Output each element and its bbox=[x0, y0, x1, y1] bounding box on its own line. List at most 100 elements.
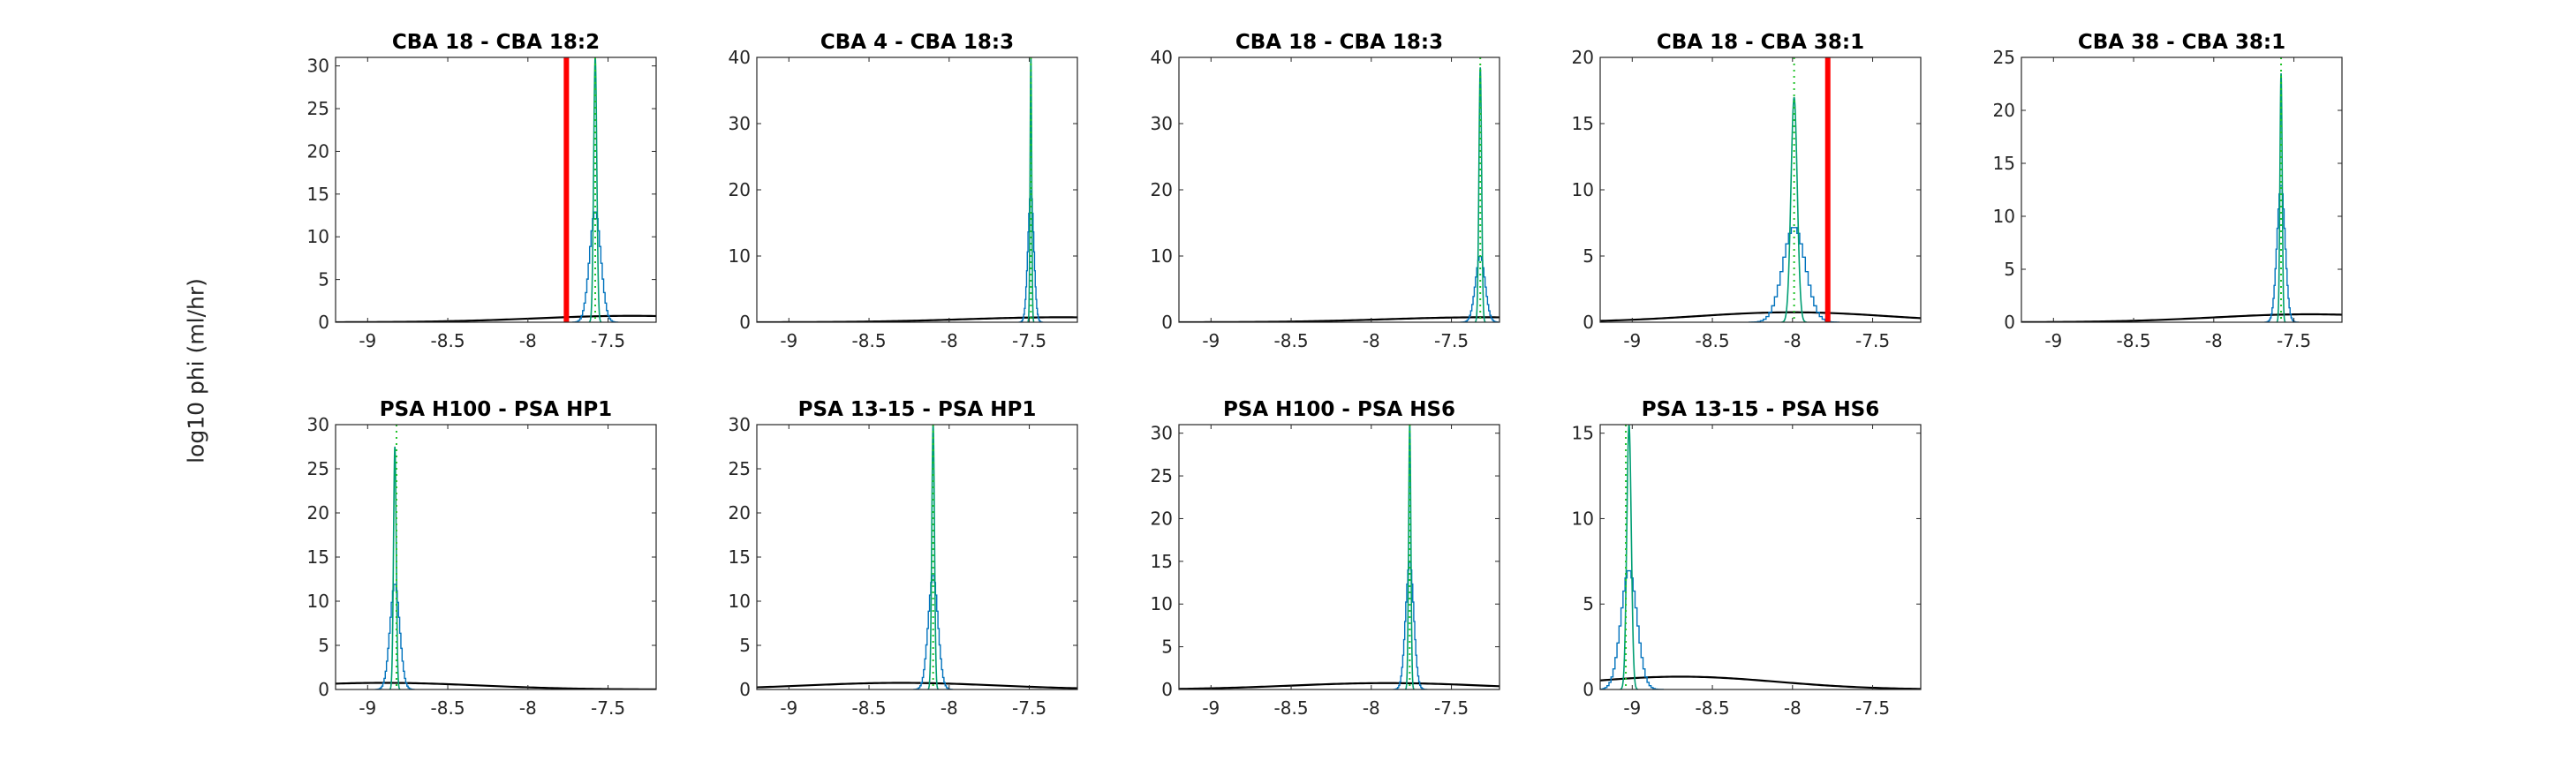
subplot-title: CBA 18 - CBA 18:2 bbox=[392, 31, 600, 54]
x-tick-label: -9 bbox=[1623, 697, 1641, 719]
y-tick-label: 30 bbox=[729, 113, 751, 134]
x-tick-label: -9 bbox=[1202, 697, 1220, 719]
x-tick-label: -7.5 bbox=[591, 330, 625, 351]
y-tick-label: 25 bbox=[307, 98, 329, 119]
y-tick-label: 20 bbox=[1993, 100, 2015, 121]
y-tick-label: 10 bbox=[1151, 245, 1173, 267]
y-tick-label: 10 bbox=[1572, 508, 1594, 529]
plot-data bbox=[2021, 57, 2342, 322]
axes-box bbox=[2021, 57, 2343, 323]
y-tick-label: 5 bbox=[1583, 245, 1594, 267]
y-tick-label: 30 bbox=[729, 414, 751, 435]
histogram-series bbox=[913, 575, 954, 689]
axes-box bbox=[1178, 424, 1500, 690]
x-tick-label: -8.5 bbox=[1274, 697, 1309, 719]
y-tick-label: 15 bbox=[729, 546, 751, 568]
y-tick-label: 10 bbox=[307, 591, 329, 612]
subplot-7: PSA 13-15 - PSA HP1 -9 -8.5 -8 -7.5 0 5 10 15 20 2… bbox=[729, 398, 1078, 719]
plot-data bbox=[1600, 57, 1921, 322]
posterior-spike bbox=[927, 425, 940, 689]
axes-box bbox=[1599, 424, 1922, 690]
posterior-spike bbox=[588, 57, 602, 322]
subplot-3: CBA 18 - CBA 18:3 -9 -8.5 -8 -7.5 0 10 20 30 40 bbox=[1151, 31, 1500, 351]
posterior-spike bbox=[389, 446, 401, 689]
y-tick-label: 0 bbox=[318, 679, 329, 700]
plot-data bbox=[1179, 425, 1500, 689]
prior-curve bbox=[1179, 682, 1500, 689]
y-tick-label: 0 bbox=[2004, 312, 2015, 333]
y-tick-label: 20 bbox=[307, 502, 329, 524]
y-tick-label: 15 bbox=[1151, 551, 1173, 572]
y-tick-label: 10 bbox=[307, 226, 329, 247]
x-tick-label: -7.5 bbox=[1434, 697, 1469, 719]
histogram-series bbox=[374, 584, 415, 689]
x-tick-label: -8 bbox=[2205, 330, 2223, 351]
x-tick-label: -8 bbox=[1784, 330, 1802, 351]
subplot-title: PSA 13-15 - PSA HP1 bbox=[798, 398, 1037, 421]
plot-data bbox=[757, 425, 1077, 689]
x-tick-label: -9 bbox=[1623, 330, 1641, 351]
y-tick-label: 5 bbox=[1161, 637, 1173, 658]
plot-data bbox=[757, 57, 1077, 322]
subplot-title: PSA 13-15 - PSA HS6 bbox=[1642, 398, 1879, 421]
y-axis-label: log10 phi (ml/hr) bbox=[183, 278, 209, 463]
x-tick-label: -8 bbox=[1363, 697, 1380, 719]
y-tick-label: 10 bbox=[1993, 206, 2015, 227]
plot-data bbox=[1179, 57, 1500, 322]
x-tick-label: -8.5 bbox=[1696, 697, 1730, 719]
x-tick-label: -7.5 bbox=[1434, 330, 1469, 351]
y-tick-label: 25 bbox=[1151, 465, 1173, 486]
subplot-8: PSA H100 - PSA HS6 -9 -8.5 -8 -7.5 0 5 10 15 20 25… bbox=[1151, 398, 1500, 719]
axes-box bbox=[335, 57, 657, 323]
subplot-title: CBA 4 - CBA 18:3 bbox=[820, 31, 1014, 54]
y-tick-label: 0 bbox=[318, 312, 329, 333]
y-tick-label: 20 bbox=[1572, 47, 1594, 68]
x-tick-label: -7.5 bbox=[1855, 697, 1890, 719]
histogram-series bbox=[1393, 561, 1428, 689]
x-tick-label: -9 bbox=[2044, 330, 2062, 351]
x-tick-label: -8.5 bbox=[431, 330, 465, 351]
x-tick-label: -8 bbox=[519, 330, 537, 351]
x-tick-label: -8.5 bbox=[2117, 330, 2151, 351]
y-tick-label: 20 bbox=[307, 140, 329, 162]
y-tick-label: 40 bbox=[1151, 47, 1173, 68]
x-tick-label: -7.5 bbox=[2277, 330, 2311, 351]
y-tick-label: 0 bbox=[739, 312, 751, 333]
y-tick-label: 10 bbox=[1151, 593, 1173, 614]
x-tick-label: -7.5 bbox=[1012, 330, 1046, 351]
y-tick-label: 40 bbox=[729, 47, 751, 68]
x-tick-label: -9 bbox=[1202, 330, 1220, 351]
y-tick-label: 10 bbox=[1572, 179, 1594, 200]
subplot-2: CBA 4 - CBA 18:3 -9 -8.5 -8 -7.5 0 10 20 30 40 bbox=[729, 31, 1078, 351]
posterior-spike bbox=[1474, 67, 1486, 322]
posterior-spike bbox=[1404, 425, 1415, 689]
y-tick-label: 20 bbox=[729, 502, 751, 524]
x-tick-label: -8.5 bbox=[1696, 330, 1730, 351]
x-tick-label: -8 bbox=[941, 697, 958, 719]
y-tick-label: 0 bbox=[1583, 312, 1594, 333]
y-tick-label: 5 bbox=[318, 269, 329, 290]
histogram-series bbox=[1018, 190, 1044, 322]
y-tick-label: 15 bbox=[1572, 113, 1594, 134]
y-tick-label: 5 bbox=[1583, 593, 1594, 614]
axes-box bbox=[1599, 57, 1922, 323]
histogram-series bbox=[1600, 569, 1664, 689]
y-tick-label: 0 bbox=[1161, 679, 1173, 700]
y-tick-label: 15 bbox=[1572, 423, 1594, 444]
plot-data bbox=[336, 57, 656, 322]
y-tick-label: 20 bbox=[1151, 179, 1173, 200]
subplot-9: PSA 13-15 - PSA HS6 -9 -8.5 -8 -7.5 0 5 10 15 bbox=[1572, 398, 1922, 719]
x-tick-label: -9 bbox=[780, 697, 797, 719]
y-tick-label: 10 bbox=[729, 245, 751, 267]
y-tick-label: 25 bbox=[1993, 47, 2015, 68]
axes-box bbox=[756, 424, 1078, 690]
y-tick-label: 25 bbox=[729, 458, 751, 479]
plot-data bbox=[1600, 425, 1921, 689]
y-tick-label: 15 bbox=[307, 184, 329, 205]
posterior-spike bbox=[1781, 96, 1807, 322]
prior-curve bbox=[1600, 675, 1921, 689]
y-tick-label: 20 bbox=[1151, 508, 1173, 529]
x-tick-label: -7.5 bbox=[1855, 330, 1890, 351]
y-tick-label: 25 bbox=[307, 458, 329, 479]
